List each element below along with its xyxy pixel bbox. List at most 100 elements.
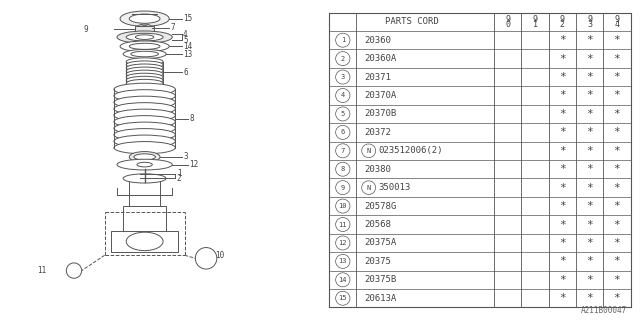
Text: 14: 14	[339, 277, 347, 283]
Text: *: *	[559, 201, 566, 211]
Ellipse shape	[137, 24, 152, 32]
Text: 2: 2	[177, 174, 182, 183]
Ellipse shape	[114, 135, 175, 148]
Circle shape	[335, 218, 350, 231]
Text: 7: 7	[171, 23, 175, 32]
Text: *: *	[586, 220, 593, 229]
Text: 9: 9	[340, 185, 345, 191]
Text: 2: 2	[560, 20, 565, 29]
Ellipse shape	[136, 35, 154, 39]
Circle shape	[362, 144, 376, 158]
Ellipse shape	[114, 103, 175, 115]
Ellipse shape	[126, 232, 163, 251]
Ellipse shape	[67, 263, 82, 278]
Circle shape	[335, 144, 350, 158]
Ellipse shape	[131, 51, 159, 57]
Text: *: *	[586, 293, 593, 303]
Bar	[129, 179, 160, 206]
Text: 9: 9	[614, 15, 620, 24]
Text: 20613A: 20613A	[364, 294, 396, 303]
Text: N: N	[367, 148, 371, 154]
Text: 6: 6	[183, 68, 188, 77]
Text: *: *	[614, 72, 620, 82]
Text: *: *	[614, 35, 620, 45]
Text: *: *	[559, 275, 566, 285]
Text: 10: 10	[215, 251, 225, 260]
Text: 023512006(2): 023512006(2)	[379, 146, 444, 155]
Text: *: *	[614, 275, 620, 285]
Text: 4: 4	[614, 20, 620, 29]
Ellipse shape	[129, 14, 160, 23]
Text: *: *	[559, 164, 566, 174]
Ellipse shape	[114, 96, 175, 108]
Text: 15: 15	[339, 295, 347, 301]
Text: 8: 8	[340, 166, 345, 172]
Text: *: *	[586, 238, 593, 248]
Text: 15: 15	[183, 14, 192, 23]
Text: 9: 9	[505, 15, 510, 24]
Text: 3: 3	[587, 20, 592, 29]
Text: 14: 14	[183, 42, 192, 51]
Circle shape	[335, 52, 350, 66]
Text: 11: 11	[339, 221, 347, 228]
Circle shape	[335, 162, 350, 176]
Ellipse shape	[126, 70, 163, 78]
Ellipse shape	[126, 76, 163, 84]
Circle shape	[335, 273, 350, 287]
Text: 9: 9	[532, 15, 538, 24]
Ellipse shape	[126, 58, 163, 66]
Ellipse shape	[114, 83, 175, 95]
Text: *: *	[614, 54, 620, 64]
Text: *: *	[586, 164, 593, 174]
Text: 5: 5	[183, 36, 188, 45]
Text: *: *	[614, 238, 620, 248]
Text: *: *	[559, 238, 566, 248]
Bar	[123, 206, 166, 237]
Text: 3: 3	[183, 152, 188, 161]
Text: 1: 1	[340, 37, 345, 43]
Text: *: *	[614, 109, 620, 119]
Text: 13: 13	[183, 50, 192, 59]
Text: 20568: 20568	[364, 220, 391, 229]
Ellipse shape	[117, 159, 172, 170]
Ellipse shape	[120, 41, 169, 52]
Text: *: *	[586, 72, 593, 82]
Text: *: *	[586, 35, 593, 45]
Text: *: *	[586, 91, 593, 100]
Ellipse shape	[129, 43, 160, 49]
Text: 3: 3	[340, 74, 345, 80]
Ellipse shape	[123, 49, 166, 59]
Text: *: *	[586, 201, 593, 211]
Ellipse shape	[195, 248, 217, 269]
Circle shape	[335, 181, 350, 195]
Text: *: *	[559, 183, 566, 193]
Text: 7: 7	[340, 148, 345, 154]
Text: 12: 12	[189, 160, 198, 169]
Circle shape	[335, 236, 350, 250]
Text: *: *	[614, 127, 620, 137]
Text: 6: 6	[340, 129, 345, 135]
Text: *: *	[559, 256, 566, 266]
Text: 12: 12	[339, 240, 347, 246]
Text: *: *	[586, 146, 593, 156]
Text: 20380: 20380	[364, 165, 391, 174]
Ellipse shape	[129, 152, 160, 162]
Text: *: *	[614, 91, 620, 100]
Text: 20375: 20375	[364, 257, 391, 266]
Ellipse shape	[114, 129, 175, 141]
Text: *: *	[559, 72, 566, 82]
Ellipse shape	[140, 26, 149, 30]
Ellipse shape	[114, 109, 175, 121]
Text: 9: 9	[560, 15, 565, 24]
Circle shape	[362, 181, 376, 195]
Text: *: *	[559, 220, 566, 229]
Text: 1: 1	[532, 20, 538, 29]
Ellipse shape	[114, 116, 175, 128]
Ellipse shape	[114, 90, 175, 102]
Text: *: *	[586, 256, 593, 266]
Circle shape	[335, 89, 350, 102]
Text: *: *	[586, 127, 593, 137]
Text: *: *	[586, 54, 593, 64]
Text: *: *	[614, 164, 620, 174]
Bar	[136, 26, 154, 33]
